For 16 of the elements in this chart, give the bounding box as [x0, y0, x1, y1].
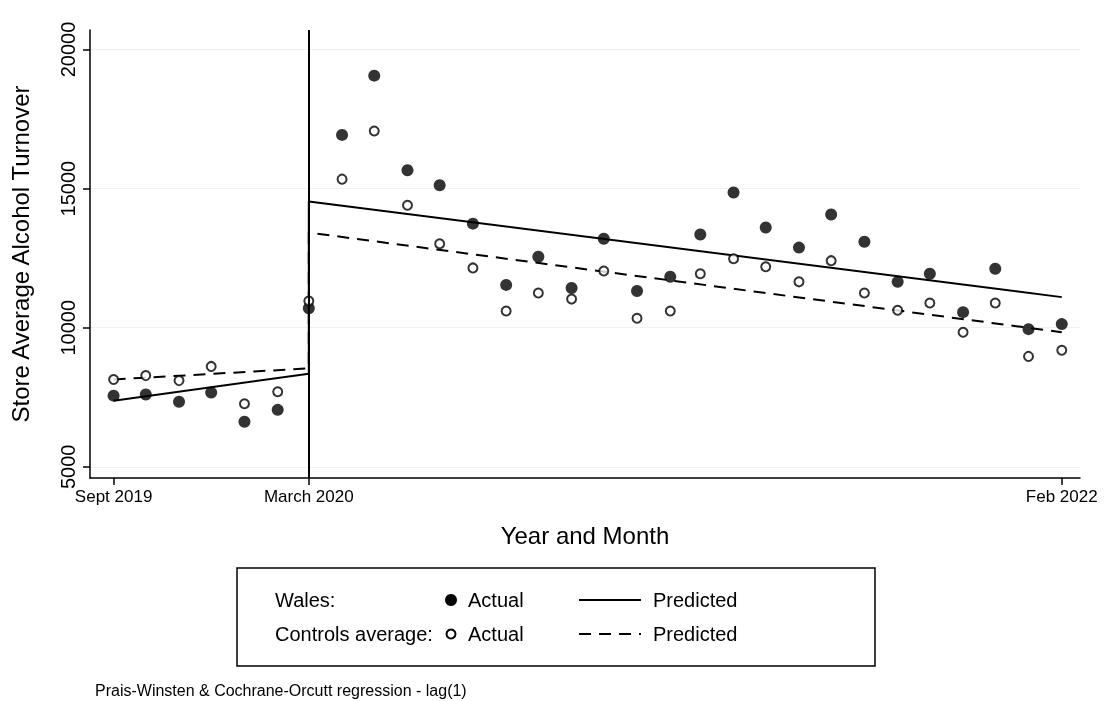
legend-label: Actual	[468, 589, 524, 611]
text: Wales:	[275, 589, 336, 611]
legend-label: Actual	[468, 623, 524, 645]
text: Controls average:	[275, 623, 433, 645]
y-tick-label: 5000	[57, 444, 79, 490]
y-axis-title: Store Average Alcohol Turnover	[6, 85, 34, 423]
x-tick-label: March 2020	[263, 487, 354, 506]
x-axis-title: Year and Month	[500, 521, 670, 549]
y-tick-label: 15000	[57, 160, 79, 217]
y-tick-label: 10000	[57, 299, 79, 356]
legend-label: Predicted	[653, 589, 738, 611]
text: Prais-Winsten & Cochrane-Orcutt regression - lag(1)	[95, 681, 467, 699]
legend-label: Predicted	[653, 623, 738, 645]
x-tick-label: Feb 2022	[1025, 487, 1098, 506]
y-tick-label: 20000	[57, 21, 79, 78]
x-tick-label: Sept 2019	[74, 487, 153, 506]
